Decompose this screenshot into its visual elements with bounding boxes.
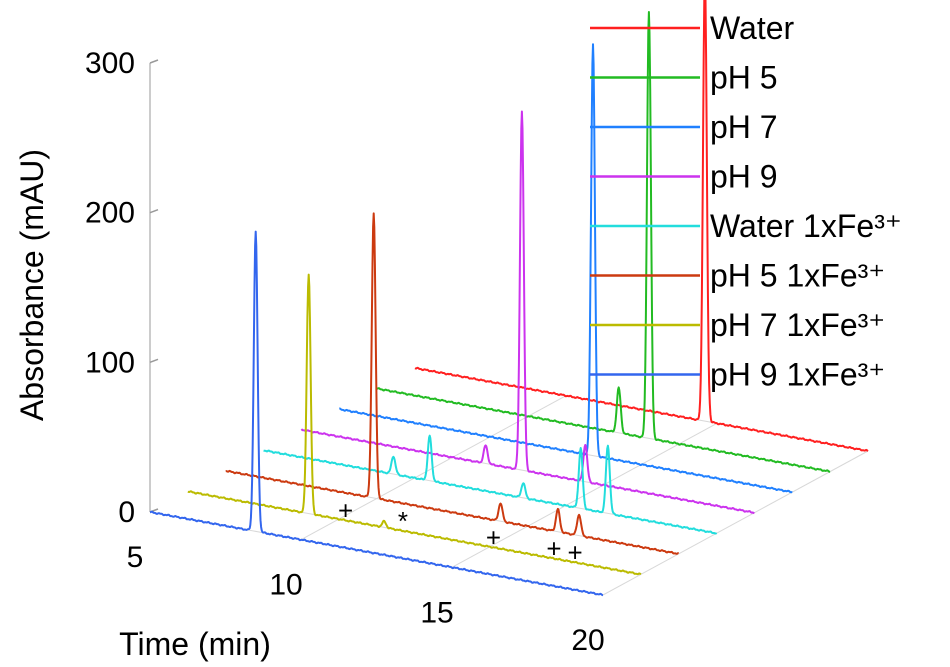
x-tick-label: 10 [269, 569, 302, 602]
peak-annotation: + [486, 523, 501, 553]
tick-labels: 0 100 200 300 5 10 15 20 [85, 47, 605, 657]
legend-label: Water [710, 10, 795, 46]
peak-annotation: + [567, 538, 582, 568]
series-trace [149, 230, 604, 597]
y-tick-label: 100 [85, 346, 135, 379]
annotations: + *+ + + [338, 496, 583, 568]
peak-annotation: * [398, 506, 408, 536]
y-tick-mark [149, 208, 159, 214]
floor-grid-line [602, 450, 869, 596]
series-trace [263, 434, 718, 535]
series-trace [338, 43, 793, 494]
y-tick-label: 200 [85, 197, 135, 230]
series-trace [376, 11, 831, 473]
series-trace [225, 212, 680, 555]
series-trace [414, 0, 869, 452]
legend-label: Water 1xFe³⁺ [710, 208, 902, 244]
y-tick-mark [149, 59, 159, 64]
y-tick-label: 300 [85, 47, 135, 80]
y-tick-mark [149, 358, 159, 364]
x-tick-label: 20 [571, 624, 604, 657]
peak-annotation: + [338, 496, 353, 526]
axis-titles: Time (min) Absorbance (mAU) [14, 149, 271, 662]
x-tick-label: 5 [127, 541, 144, 574]
legend-label: pH 7 1xFe³⁺ [710, 307, 885, 343]
x-axis-title: Time (min) [119, 626, 271, 662]
peak-annotation: + [546, 534, 561, 564]
axes [149, 59, 159, 513]
legend-label: pH 7 [710, 109, 778, 145]
legend-label: pH 9 [710, 159, 778, 195]
legend-label: pH 5 [710, 60, 778, 96]
legend-label: pH 5 1xFe³⁺ [710, 258, 885, 294]
y-axis-title: Absorbance (mAU) [14, 149, 50, 421]
legend: Water pH 5 pH 7 pH 9 Water 1xFe³⁺ pH 5 1xFe³⁺… [590, 10, 902, 393]
series-trace [187, 273, 642, 576]
legend-label: pH 9 1xFe³⁺ [710, 357, 885, 393]
y-tick-label: 0 [118, 496, 135, 529]
x-tick-label: 15 [420, 596, 453, 629]
traces [149, 0, 869, 597]
